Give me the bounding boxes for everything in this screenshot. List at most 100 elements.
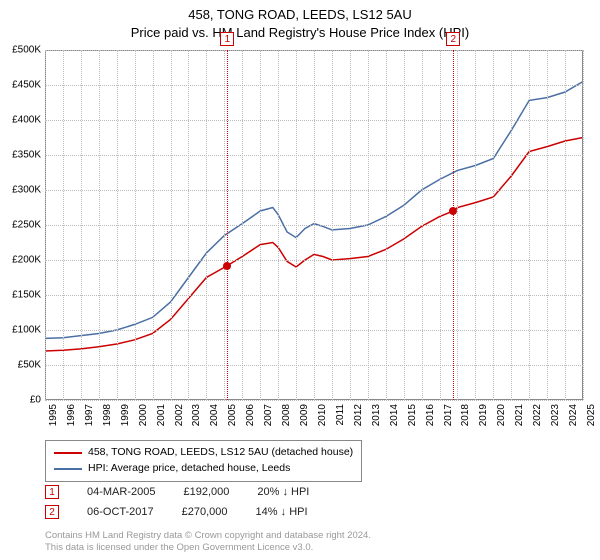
sale-price-2: £270,000 [182,506,228,518]
gridline-v [457,50,458,400]
arrow-down-icon [282,486,288,498]
gridline-v [171,50,172,400]
y-axis-label: £450K [12,80,41,91]
footer-attribution: Contains HM Land Registry data © Crown c… [45,530,371,555]
sale-marker-1: 1 [45,485,59,499]
gridline-v [440,50,441,400]
y-axis-label: £0 [30,395,41,406]
sale-marker-line [453,50,454,400]
sale-row-1: 1 04-MAR-2005 £192,000 20% HPI [45,485,309,499]
legend-row-hpi: HPI: Average price, detached house, Leed… [54,461,353,477]
gridline-v [296,50,297,400]
sale-delta-1: 20% HPI [257,486,309,498]
x-axis-label: 2008 [281,404,292,426]
x-axis-label: 2022 [532,404,543,426]
gridline-v [386,50,387,400]
arrow-down-icon [281,506,287,518]
legend-label-hpi: HPI: Average price, detached house, Leed… [88,461,290,477]
x-axis-label: 2018 [460,404,471,426]
sale-date-2: 06-OCT-2017 [87,506,154,518]
x-axis-label: 2023 [550,404,561,426]
gridline-v [224,50,225,400]
legend-row-property: 458, TONG ROAD, LEEDS, LS12 5AU (detache… [54,445,353,461]
x-axis-label: 2020 [496,404,507,426]
gridline-v [63,50,64,400]
sale-rows: 1 04-MAR-2005 £192,000 20% HPI 2 06-OCT-… [45,485,309,525]
sale-delta-2: 14% HPI [256,506,308,518]
gridline-v [475,50,476,400]
x-axis-label: 2015 [407,404,418,426]
gridline-v [511,50,512,400]
gridline-v [529,50,530,400]
x-axis-label: 2013 [371,404,382,426]
x-axis-label: 2000 [138,404,149,426]
footer-line2: This data is licensed under the Open Gov… [45,542,371,554]
y-axis-label: £400K [12,115,41,126]
legend: 458, TONG ROAD, LEEDS, LS12 5AU (detache… [45,440,362,482]
x-axis-label: 2009 [299,404,310,426]
y-axis-label: £200K [12,255,41,266]
gridline-v [565,50,566,400]
x-axis-label: 1995 [48,404,59,426]
x-axis-label: 2001 [156,404,167,426]
gridline-v [242,50,243,400]
y-axis-label: £50K [18,360,41,371]
gridline-v [350,50,351,400]
gridline-v [368,50,369,400]
gridline-v [260,50,261,400]
sale-point-dot [223,262,231,270]
gridline-v [583,50,584,400]
y-axis-label: £350K [12,150,41,161]
gridline-v [117,50,118,400]
y-axis-label: £250K [12,220,41,231]
gridline-v [278,50,279,400]
gridline-v [493,50,494,400]
gridline-v [404,50,405,400]
x-axis-label: 2021 [514,404,525,426]
gridline-v [332,50,333,400]
x-axis-label: 1996 [66,404,77,426]
x-axis-label: 2014 [389,404,400,426]
gridline-v [422,50,423,400]
chart-title-address: 458, TONG ROAD, LEEDS, LS12 5AU [0,6,600,24]
gridline-v [81,50,82,400]
x-axis-label: 2005 [227,404,238,426]
x-axis-label: 1999 [120,404,131,426]
y-axis-label: £150K [12,290,41,301]
footer-line1: Contains HM Land Registry data © Crown c… [45,530,371,542]
gridline-h [45,400,583,401]
sale-marker-2: 2 [45,505,59,519]
gridline-v [45,50,46,400]
x-axis-label: 2016 [425,404,436,426]
gridline-v [188,50,189,400]
x-axis-label: 2002 [174,404,185,426]
x-axis-label: 2007 [263,404,274,426]
gridline-v [314,50,315,400]
x-axis-label: 2025 [586,404,597,426]
sale-row-2: 2 06-OCT-2017 £270,000 14% HPI [45,505,309,519]
chart-plot-area: £0£50K£100K£150K£200K£250K£300K£350K£400… [45,50,583,400]
gridline-v [135,50,136,400]
x-axis-label: 2017 [443,404,454,426]
chart-title-block: 458, TONG ROAD, LEEDS, LS12 5AU Price pa… [0,0,600,42]
legend-swatch-property [54,452,82,454]
sale-point-dot [449,207,457,215]
x-axis-label: 2003 [191,404,202,426]
y-axis-label: £100K [12,325,41,336]
x-axis-label: 2004 [209,404,220,426]
sale-marker-box: 1 [220,32,234,46]
gridline-v [206,50,207,400]
legend-label-property: 458, TONG ROAD, LEEDS, LS12 5AU (detache… [88,445,353,461]
sale-marker-box: 2 [446,32,460,46]
legend-swatch-hpi [54,468,82,470]
gridline-v [547,50,548,400]
x-axis-label: 2019 [478,404,489,426]
gridline-v [153,50,154,400]
y-axis-label: £300K [12,185,41,196]
sale-date-1: 04-MAR-2005 [87,486,155,498]
x-axis-label: 2006 [245,404,256,426]
x-axis-label: 2010 [317,404,328,426]
x-axis-label: 2012 [353,404,364,426]
x-axis-label: 1998 [102,404,113,426]
x-axis-label: 2011 [335,404,346,426]
